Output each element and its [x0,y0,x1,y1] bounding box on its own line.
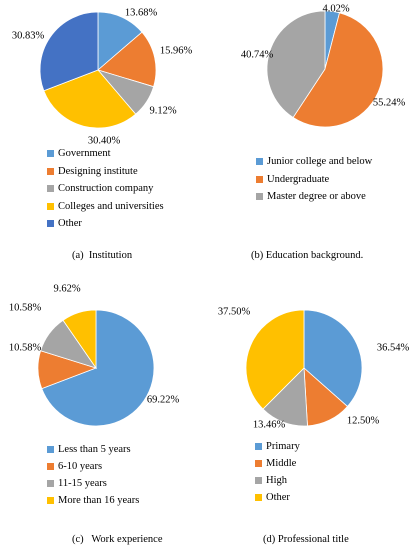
legend-label: 6-10 years [58,461,103,472]
legend-label: Junior college and below [267,156,373,167]
pie-slice-other [245,309,305,410]
data-label-colleges-and-universities: 30.40% [88,135,121,146]
legend-swatch [255,494,262,501]
legend-label: Other [58,218,82,229]
chart-professional-title: 36.54% 12.50% 13.46% 37.50% Primary Middle Hi… [207,275,414,550]
legend-label: More than 16 years [58,495,140,506]
data-label-more-than-16-years: 9.62% [53,283,80,294]
chart-work-experience: 69.22% 10.58% 10.58% 9.62% Less than 5 year… [0,275,207,550]
pie-education: 4.02% 55.24% 40.74% [241,3,406,128]
pie-slice-designing-institute [97,31,157,88]
pie-slice-primary [303,309,363,408]
chart-education: 4.02% 55.24% 40.74% Junior college and bel… [207,0,414,275]
pie-institution: 13.68% 15.96% 9.12% 30.40% 30.83% [12,7,193,146]
data-label-high: 13.46% [253,419,286,430]
legend-label: Other [266,492,290,503]
legend-swatch [47,167,54,175]
legend-label: Government [58,148,111,159]
legend-label: Colleges and universities [58,200,164,212]
legend-swatch [47,446,54,453]
data-label-other: 30.83% [12,30,45,41]
legend-swatch [255,460,262,467]
legend-label: Designing institute [58,165,138,177]
pie-slice-more-than-16-years [62,309,97,370]
chart-institution: 13.68% 15.96% 9.12% 30.40% 30.83% Government… [0,0,207,275]
legend-swatch [255,443,262,450]
data-label-6-10-years: 10.58% [9,342,42,353]
legend-swatch [47,220,54,227]
legend-label: Primary [266,441,300,452]
data-label-11-15-years: 10.58% [9,302,42,313]
legend-swatch [47,185,54,192]
legend-swatch [255,477,262,484]
legend-swatch [47,497,54,504]
caption-work-experience: (c) Work experience [72,534,163,545]
data-label-other: 37.50% [218,306,251,317]
legend-label: Middle [266,458,297,469]
pie-work-experience: 69.22% 10.58% 10.58% 9.62% [9,283,180,427]
data-label-primary: 36.54% [377,342,410,353]
pie-slice-undergraduate [292,12,384,128]
pie-slice-less-than-5-years [41,309,155,427]
caption-professional-title: (d) Professional title [263,534,349,545]
legend-swatch [47,480,54,487]
legend-swatch [256,158,263,165]
legend-label: Construction company [58,183,154,194]
legend-label: Less than 5 years [58,444,131,455]
legend-swatch [256,193,263,200]
pie-slice-master-degree-or-above [266,10,326,119]
legend-label: 11-15 years [58,478,107,489]
legend-label: Master degree or above [267,191,366,202]
data-label-construction-company: 9.12% [149,105,176,116]
data-label-master-degree-or-above: 40.74% [241,49,274,60]
legend-swatch [47,150,54,157]
data-label-middle: 12.50% [347,415,380,426]
pie-slice-other [39,11,99,92]
caption-education: (b) Education background. [251,250,364,261]
legend-swatch [256,175,263,183]
legend-swatch [47,463,54,470]
legend-swatch [47,202,54,210]
pie-slice-colleges-and-universities [43,69,137,129]
legend-label: High [266,475,287,486]
data-label-designing-institute: 15.96% [160,45,193,56]
pie-professional-title: 36.54% 12.50% 13.46% 37.50% [218,306,410,430]
legend-label: Undergraduate [267,173,330,185]
data-label-government: 13.68% [125,7,158,18]
caption-institution: (a) Institution [72,250,133,261]
data-label-junior-college-and-below: 4.02% [322,3,349,14]
data-label-undergraduate: 55.24% [373,97,406,108]
data-label-less-than-5-years: 69.22% [147,394,180,405]
